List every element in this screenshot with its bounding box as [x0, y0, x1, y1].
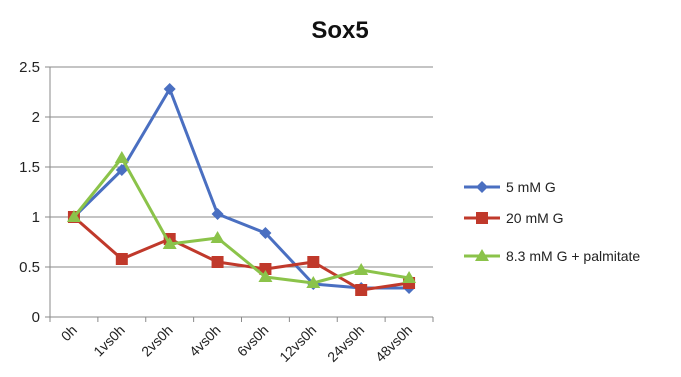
- x-tick-label: 12vs0h: [276, 322, 319, 365]
- series-3: [66, 151, 417, 288]
- series-line: [72, 156, 410, 285]
- data-point: [66, 210, 81, 222]
- x-tick-label: 24vs0h: [324, 322, 367, 365]
- legend-item: 20 mM G: [464, 210, 564, 226]
- data-point: [259, 263, 272, 275]
- y-tick-label: 0: [32, 309, 40, 326]
- data-point: [115, 253, 128, 265]
- y-tick-label: 2.5: [19, 59, 40, 76]
- data-point: [476, 181, 488, 193]
- y-axis: 0 0.5 1 1.5 2 2.5: [19, 59, 51, 326]
- x-tick-label: 4vs0h: [186, 322, 224, 360]
- y-tick-label: 1.5: [19, 159, 40, 176]
- data-point: [163, 83, 176, 95]
- legend-label: 5 mM G: [506, 179, 556, 195]
- series-line: [72, 87, 410, 290]
- data-point: [355, 284, 368, 296]
- data-point: [259, 227, 272, 239]
- gridlines: [50, 66, 433, 318]
- series-layer: [66, 83, 417, 296]
- legend-label: 20 mM G: [506, 210, 564, 226]
- x-tick-label: 6vs0h: [234, 322, 272, 360]
- data-point: [211, 208, 224, 220]
- legend-label: 8.3 mM G + palmitate: [506, 248, 640, 264]
- data-point: [306, 276, 321, 288]
- data-point: [114, 151, 129, 163]
- x-axis: 0h 1vs0h 2vs0h 4vs0h 6vs0h 12vs0h 24vs0h 48vs0h: [49, 317, 434, 365]
- data-point: [307, 256, 320, 268]
- data-point: [354, 263, 369, 275]
- data-point: [402, 271, 417, 283]
- data-point: [115, 164, 128, 176]
- x-tick-label: 1vs0h: [90, 322, 128, 360]
- y-tick-label: 2: [32, 109, 40, 126]
- data-point: [475, 249, 489, 261]
- series-line: [72, 215, 410, 292]
- data-point: [476, 212, 488, 224]
- x-tick-label: 48vs0h: [372, 322, 415, 365]
- data-point: [258, 270, 273, 282]
- chart-title: Sox5: [311, 17, 368, 44]
- x-tick-label: 2vs0h: [138, 322, 176, 360]
- data-point: [162, 237, 177, 249]
- legend: 5 mM G 20 mM G 8.3 mM G + palmitate: [464, 179, 640, 264]
- x-tick-label: 0h: [58, 322, 80, 344]
- legend-item: 5 mM G: [464, 179, 556, 195]
- legend-item: 8.3 mM G + palmitate: [464, 248, 640, 264]
- data-point: [211, 256, 224, 268]
- data-point: [210, 231, 225, 243]
- y-tick-label: 1: [32, 209, 40, 226]
- y-tick-label: 0.5: [19, 259, 40, 276]
